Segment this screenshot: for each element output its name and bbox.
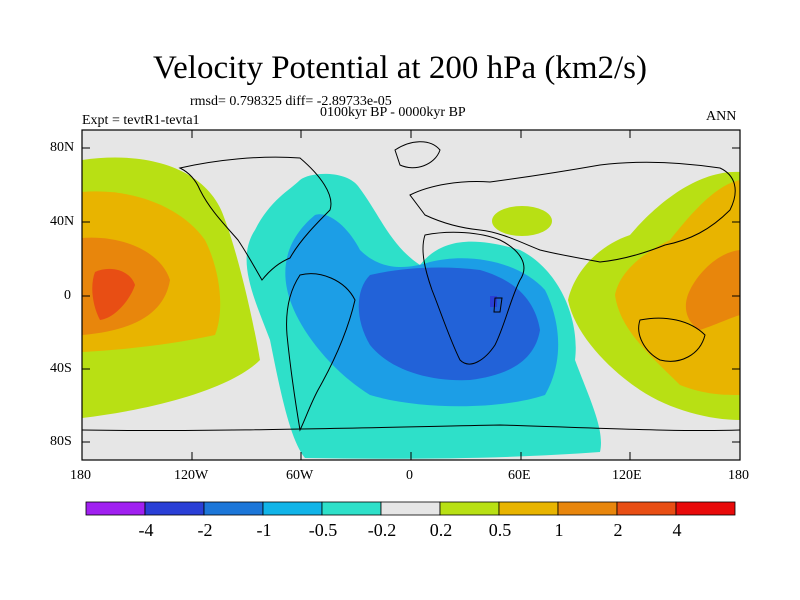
lon-label-60w: 60W	[286, 468, 314, 483]
colorbar-swatch	[85, 501, 146, 516]
axis-ticks	[81, 130, 741, 460]
antarctica-coast	[82, 424, 740, 432]
colorbar-swatch	[203, 501, 264, 516]
colorbar-label: -1	[256, 520, 272, 540]
colorbar-label: -2	[197, 520, 213, 540]
colorbar-swatch	[675, 501, 736, 516]
eurasia-coast	[409, 161, 736, 263]
colorbar-swatch	[144, 501, 205, 516]
lat-label-40n: 40N	[50, 214, 75, 229]
africa-positive-blob	[492, 206, 552, 236]
lon-label-180w: 180	[70, 468, 91, 483]
pacific-positive-max	[92, 268, 135, 320]
contour-field	[82, 130, 740, 460]
plot-title: Velocity Potential at 200 hPa (km2/s)	[152, 50, 648, 86]
colorbar-swatch	[380, 501, 441, 516]
west-pacific-positive-strong	[685, 250, 740, 330]
season-label: ANN	[706, 109, 737, 124]
lon-label-120e: 120E	[612, 468, 642, 483]
stats-text: rmsd= 0.798325 diff= -2.89733e-05	[190, 94, 392, 109]
colorbar-label: 2	[613, 520, 623, 540]
lon-label-180e: 180	[728, 468, 749, 483]
lat-label-40s: 40S	[50, 361, 72, 376]
north-america-coast	[178, 156, 332, 281]
greenland-coast	[394, 141, 441, 169]
colorbar-label: -0.5	[308, 520, 338, 540]
coastlines	[82, 141, 740, 432]
colorbar-swatch	[557, 501, 618, 516]
west-pacific-positive-mid	[615, 180, 740, 395]
colorbar-swatch	[439, 501, 500, 516]
colorbar	[85, 501, 736, 516]
australia-coast	[638, 317, 706, 362]
colorbar-label: 0.2	[429, 520, 453, 540]
colorbar-swatch	[498, 501, 559, 516]
lon-label-120w: 120W	[174, 468, 209, 483]
colorbar-label: 0.5	[488, 520, 512, 540]
colorbar-label: -0.2	[367, 520, 397, 540]
lat-label-80s: 80S	[50, 434, 72, 449]
lat-label-80n: 80N	[50, 140, 75, 155]
south-america-coast	[286, 273, 356, 432]
madagascar-coast	[493, 297, 503, 313]
colorbar-label: 4	[672, 520, 682, 540]
africa-coast	[422, 231, 525, 365]
colorbar-swatch	[262, 501, 323, 516]
colorbar-label: 1	[554, 520, 564, 540]
negative-minimum-spot	[490, 296, 497, 307]
colorbar-swatch	[616, 501, 677, 516]
experiment-label: Expt = tevtR1-tevta1	[82, 113, 200, 128]
lon-label-60e: 60E	[508, 468, 531, 483]
lon-label-0: 0	[406, 468, 413, 483]
colorbar-swatch	[321, 501, 382, 516]
colorbar-label: -4	[138, 520, 154, 540]
period-label: 0100kyr BP - 0000kyr BP	[320, 105, 466, 120]
atlantic-negative-strong	[358, 267, 540, 381]
lat-label-eq: 0	[64, 288, 71, 303]
